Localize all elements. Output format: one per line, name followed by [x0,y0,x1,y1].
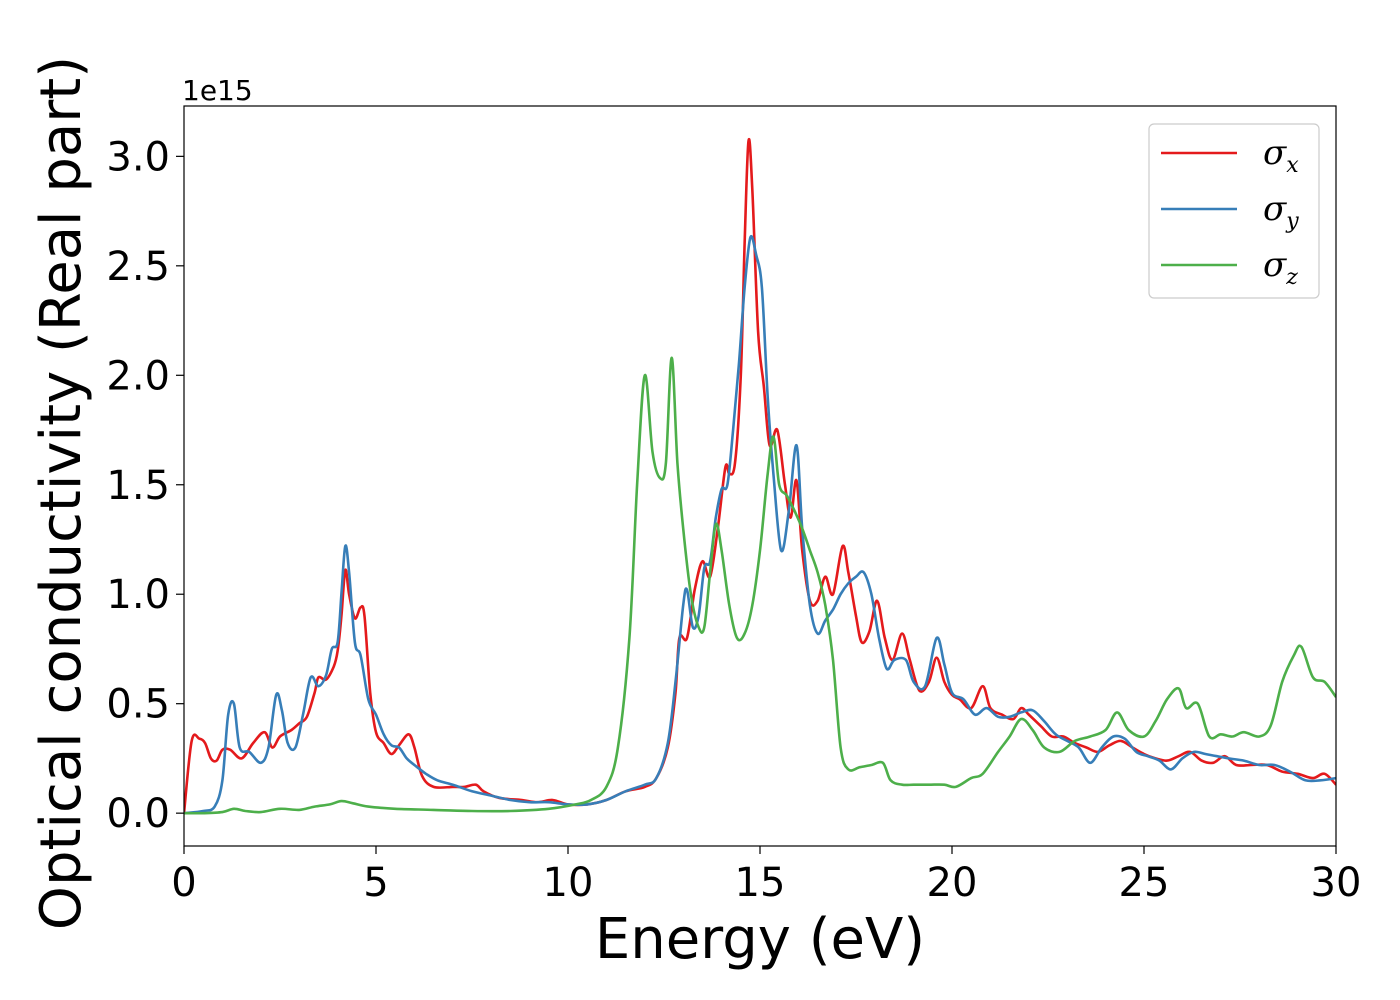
legend-label-z: σz [1263,245,1298,290]
y-tick-label: 3.0 [106,134,170,180]
y-axis-offset-label: 1e15 [182,74,253,107]
series-layer [184,137,1336,815]
y-tick-label: 2.0 [106,353,170,399]
y-tick-label: 2.5 [106,244,170,290]
y-tick-label: 0.5 [106,682,170,728]
series-line-z [184,356,1336,815]
x-tick-label: 5 [363,860,388,906]
y-tick-label: 1.5 [106,463,170,509]
y-tick-label: 1.0 [106,572,170,618]
legend: σx σy σz [1148,123,1320,299]
series-line-x [184,137,1336,814]
x-tick-label: 20 [927,860,978,906]
x-tick-label: 10 [543,860,594,906]
x-tick-label: 25 [1119,860,1170,906]
series-line-y [184,234,1336,815]
legend-label-x: σx [1263,133,1299,178]
x-axis-title: Energy (eV) [595,907,925,972]
axis-ticks: 0 5 10 15 20 25 30 0.0 0.5 1.0 1.5 2.0 2.5 3.0 [106,134,1361,906]
x-tick-label: 30 [1311,860,1362,906]
x-tick-label: 15 [735,860,786,906]
y-tick-label: 0.0 [106,791,170,837]
y-axis-title: Optical conductivity (Real part) [29,56,94,930]
legend-box [1148,123,1320,299]
legend-label-y: σy [1263,189,1299,234]
x-tick-label: 0 [171,860,196,906]
